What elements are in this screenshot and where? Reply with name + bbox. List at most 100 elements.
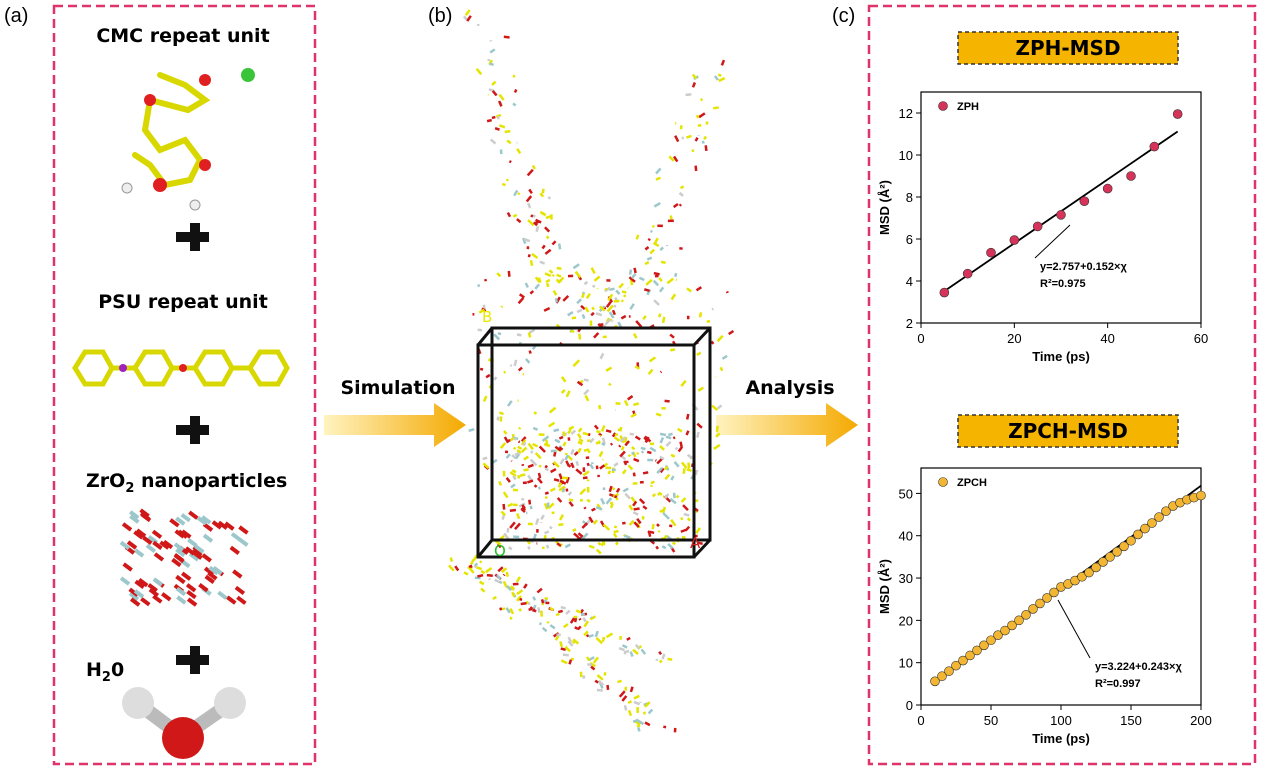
bond bbox=[675, 494, 680, 499]
bond bbox=[527, 442, 533, 449]
bond bbox=[448, 564, 455, 572]
bond bbox=[691, 73, 698, 80]
bond bbox=[466, 15, 472, 22]
bond bbox=[152, 594, 163, 604]
bond bbox=[544, 596, 549, 601]
bond bbox=[531, 164, 536, 170]
bond bbox=[696, 422, 703, 429]
bond bbox=[536, 477, 543, 484]
water-label: H20 bbox=[86, 659, 124, 685]
bond bbox=[553, 428, 560, 433]
bond bbox=[493, 333, 501, 341]
bond bbox=[620, 314, 627, 320]
bond bbox=[509, 364, 513, 368]
bond bbox=[638, 498, 646, 505]
panel-frame bbox=[52, 4, 317, 766]
bond bbox=[554, 297, 559, 303]
bond bbox=[538, 464, 542, 468]
bond bbox=[605, 429, 612, 434]
bond bbox=[509, 608, 515, 615]
bond bbox=[181, 571, 192, 581]
x-axis-title: Time (ps) bbox=[1032, 731, 1090, 746]
bond bbox=[696, 114, 700, 119]
bond bbox=[544, 491, 549, 495]
bond bbox=[590, 311, 595, 317]
bond bbox=[544, 439, 549, 446]
bond bbox=[536, 587, 543, 594]
bond bbox=[574, 270, 582, 279]
bond bbox=[691, 82, 697, 88]
y-tick-label: 0 bbox=[906, 698, 913, 713]
bond bbox=[651, 523, 655, 530]
bond bbox=[631, 446, 636, 451]
bond bbox=[547, 502, 555, 510]
bond bbox=[619, 450, 626, 458]
bond bbox=[623, 294, 627, 298]
bond bbox=[570, 329, 575, 333]
bond bbox=[685, 430, 690, 436]
bond bbox=[142, 535, 153, 545]
bond bbox=[486, 118, 492, 123]
bond bbox=[630, 412, 637, 418]
data-point bbox=[1119, 541, 1129, 552]
bond bbox=[581, 314, 586, 320]
bond bbox=[696, 431, 700, 438]
bond bbox=[496, 416, 500, 421]
data-point bbox=[1091, 562, 1101, 573]
bond bbox=[559, 479, 567, 485]
bond bbox=[694, 469, 699, 476]
title-box bbox=[957, 414, 1179, 448]
bond bbox=[176, 595, 187, 605]
bond bbox=[528, 499, 532, 505]
bond bbox=[583, 378, 589, 382]
water-molecule bbox=[122, 687, 246, 759]
bond bbox=[122, 562, 133, 572]
bond bbox=[672, 492, 676, 499]
bond bbox=[658, 659, 663, 664]
data-point bbox=[1079, 196, 1090, 206]
bond bbox=[159, 540, 170, 550]
bond bbox=[485, 373, 491, 379]
bond bbox=[556, 542, 562, 547]
bond bbox=[519, 473, 526, 477]
bond bbox=[545, 235, 550, 240]
bond bbox=[661, 653, 666, 660]
bond bbox=[507, 502, 514, 508]
bond bbox=[713, 106, 720, 110]
bond bbox=[521, 504, 526, 511]
bond bbox=[192, 550, 203, 560]
bond bbox=[659, 246, 664, 252]
bond bbox=[686, 517, 691, 522]
bond bbox=[591, 284, 596, 288]
bond bbox=[517, 192, 521, 196]
bond bbox=[573, 451, 579, 456]
bond bbox=[489, 138, 497, 145]
bond bbox=[565, 609, 571, 615]
bond bbox=[537, 472, 542, 479]
bond bbox=[636, 723, 641, 728]
x-tick-label: 100 bbox=[1050, 713, 1072, 728]
bond bbox=[208, 565, 219, 576]
bond bbox=[538, 445, 546, 453]
bond bbox=[516, 333, 522, 337]
bond bbox=[632, 472, 636, 477]
bond bbox=[175, 516, 186, 526]
bond bbox=[647, 530, 652, 537]
bond bbox=[558, 446, 564, 451]
arrow-label: Analysis bbox=[745, 377, 834, 399]
bond bbox=[204, 574, 215, 584]
data-point bbox=[1126, 171, 1136, 181]
bond bbox=[162, 539, 174, 550]
bond bbox=[482, 395, 488, 402]
data-point bbox=[1154, 512, 1164, 522]
bond bbox=[513, 437, 518, 441]
bond bbox=[629, 303, 635, 310]
bond bbox=[532, 596, 537, 601]
bond bbox=[528, 328, 536, 334]
bond bbox=[645, 278, 653, 286]
bond bbox=[667, 432, 673, 437]
data-point bbox=[1126, 535, 1136, 546]
bond bbox=[525, 195, 533, 203]
bond bbox=[594, 630, 599, 638]
bond bbox=[532, 426, 539, 431]
